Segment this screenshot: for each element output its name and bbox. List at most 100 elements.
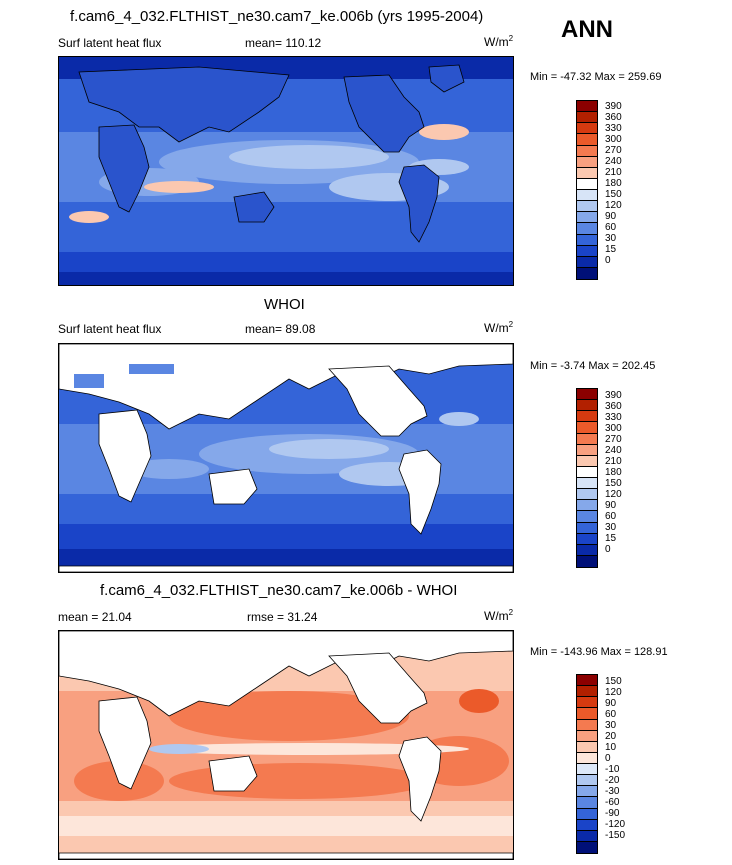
- panel-3-tick: -150: [605, 830, 626, 841]
- panel-3-title: f.cam6_4_032.FLTHIST_ne30.cam7_ke.006b -…: [100, 582, 458, 599]
- panel-2-tick: 240: [605, 445, 622, 456]
- colorbar-swatch: [577, 267, 597, 279]
- colorbar-swatch: [577, 544, 597, 556]
- colorbar-swatch: [577, 819, 597, 831]
- panel-2-variable-label: Surf latent heat flux: [58, 322, 162, 336]
- colorbar-swatch: [577, 245, 597, 257]
- colorbar-swatch: [577, 212, 597, 224]
- colorbar-swatch: [577, 797, 597, 809]
- colorbar-swatch: [577, 478, 597, 490]
- colorbar-swatch: [577, 830, 597, 842]
- panel-3-tick: 20: [605, 731, 617, 742]
- panel-2-minmax: Min = -3.74 Max = 202.45: [530, 360, 656, 372]
- panel-1-tick: 90: [605, 211, 617, 222]
- panel-1-tick: 300: [605, 134, 622, 145]
- panel-1-units: W/m2: [484, 34, 514, 49]
- panel-3-map: [58, 630, 514, 860]
- colorbar-swatch: [577, 455, 597, 467]
- panel-3-tick: -120: [605, 819, 626, 830]
- panel-3-colorbar: [576, 674, 598, 854]
- panel-1-variable-label: Surf latent heat flux: [58, 36, 162, 50]
- panel-2-map-svg: [59, 344, 513, 572]
- panel-2-tick: 390: [605, 390, 622, 401]
- panel-3-tick: 90: [605, 698, 617, 709]
- panel-3-tick: 120: [605, 687, 622, 698]
- colorbar-swatch: [577, 764, 597, 776]
- panel-3-rmse-label: rmse = 31.24: [247, 610, 318, 624]
- colorbar-swatch: [577, 190, 597, 202]
- panel-1-tick: 60: [605, 222, 617, 233]
- panel-3-minmax: Min = -143.96 Max = 128.91: [530, 646, 668, 658]
- panel-3-tick: 60: [605, 709, 617, 720]
- panel-3-tick: -90: [605, 808, 620, 819]
- panel-2-tick: 0: [605, 544, 611, 555]
- panel-3-tick: -20: [605, 775, 620, 786]
- colorbar-swatch: [577, 156, 597, 168]
- panel-1-minmax: Min = -47.32 Max = 259.69: [530, 71, 662, 83]
- panel-2-tick: 90: [605, 500, 617, 511]
- colorbar-swatch: [577, 256, 597, 268]
- colorbar-swatch: [577, 400, 597, 412]
- panel-1-tick: 270: [605, 145, 622, 156]
- colorbar-swatch: [577, 422, 597, 434]
- panel-2-tick: 210: [605, 456, 622, 467]
- panel-1-tick: 360: [605, 112, 622, 123]
- panel-1-tick: 240: [605, 156, 622, 167]
- colorbar-swatch: [577, 730, 597, 742]
- panel-1-tick: 330: [605, 123, 622, 134]
- panel-3-mean-label: mean = 21.04: [58, 610, 132, 624]
- panel-1-tick: 150: [605, 189, 622, 200]
- colorbar-swatch: [577, 555, 597, 567]
- panel-1-tick: 15: [605, 244, 617, 255]
- panel-2-mean-label: mean= 89.08: [245, 322, 316, 336]
- panel-2-tick: 60: [605, 511, 617, 522]
- panel-1-tick: 30: [605, 233, 617, 244]
- panel-3-tick: 30: [605, 720, 617, 731]
- colorbar-swatch: [577, 741, 597, 753]
- panel-2-tick: 30: [605, 522, 617, 533]
- panel-2-tick: 360: [605, 401, 622, 412]
- panel-2-tick: 180: [605, 467, 622, 478]
- colorbar-swatch: [577, 500, 597, 512]
- panel-3-tick: 0: [605, 753, 611, 764]
- panel-1-colorbar: [576, 100, 598, 280]
- colorbar-swatch: [577, 134, 597, 146]
- panel-1-tick: 390: [605, 101, 622, 112]
- panel-1-title: f.cam6_4_032.FLTHIST_ne30.cam7_ke.006b (…: [70, 8, 484, 25]
- colorbar-swatch: [577, 489, 597, 501]
- panel-3-units: W/m2: [484, 608, 514, 623]
- panel-3-tick: 150: [605, 676, 622, 687]
- colorbar-swatch: [577, 841, 597, 853]
- panel-1-mean-label: mean= 110.12: [245, 36, 322, 50]
- panel-2-tick: 270: [605, 434, 622, 445]
- panel-1-map: [58, 56, 514, 286]
- colorbar-swatch: [577, 511, 597, 523]
- colorbar-swatch: [577, 123, 597, 135]
- panel-2-tick: 330: [605, 412, 622, 423]
- colorbar-swatch: [577, 112, 597, 124]
- colorbar-swatch: [577, 675, 597, 687]
- panel-1-tick: 180: [605, 178, 622, 189]
- colorbar-swatch: [577, 411, 597, 423]
- colorbar-swatch: [577, 444, 597, 456]
- panel-2-tick: 15: [605, 533, 617, 544]
- panel-2-tick: 120: [605, 489, 622, 500]
- panel-2-tick: 300: [605, 423, 622, 434]
- panel-3-tick: 10: [605, 742, 617, 753]
- panel-1-map-svg: [59, 57, 513, 285]
- panel-1-tick: 120: [605, 200, 622, 211]
- colorbar-swatch: [577, 201, 597, 213]
- panel-1-tick: 210: [605, 167, 622, 178]
- colorbar-swatch: [577, 752, 597, 764]
- colorbar-swatch: [577, 786, 597, 798]
- colorbar-swatch: [577, 697, 597, 709]
- colorbar-swatch: [577, 533, 597, 545]
- colorbar-swatch: [577, 389, 597, 401]
- panel-2-tick: 150: [605, 478, 622, 489]
- colorbar-swatch: [577, 522, 597, 534]
- colorbar-swatch: [577, 808, 597, 820]
- panel-3-tick: -30: [605, 786, 620, 797]
- season-label: ANN: [561, 16, 613, 43]
- colorbar-swatch: [577, 223, 597, 235]
- colorbar-swatch: [577, 101, 597, 113]
